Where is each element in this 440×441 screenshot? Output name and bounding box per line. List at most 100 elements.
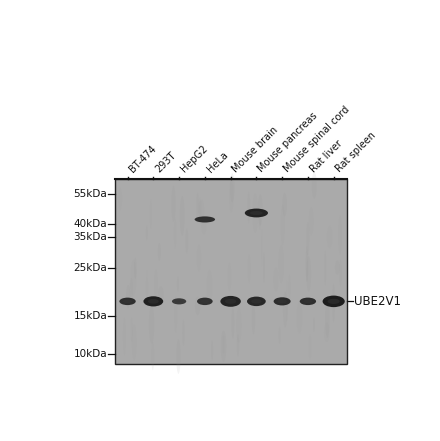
Text: Rat spleen: Rat spleen: [334, 131, 378, 175]
Text: Mouse pancreas: Mouse pancreas: [257, 111, 320, 175]
Ellipse shape: [172, 298, 186, 304]
Ellipse shape: [118, 187, 122, 210]
Ellipse shape: [230, 173, 235, 202]
Ellipse shape: [123, 317, 126, 355]
Ellipse shape: [197, 244, 201, 271]
Text: BT-474: BT-474: [128, 144, 158, 175]
Ellipse shape: [258, 194, 263, 225]
Text: HepG2: HepG2: [179, 144, 210, 175]
Ellipse shape: [323, 295, 345, 307]
Ellipse shape: [174, 296, 177, 333]
Ellipse shape: [278, 299, 287, 303]
Text: 10kDa: 10kDa: [73, 349, 107, 359]
Ellipse shape: [220, 296, 241, 307]
Ellipse shape: [304, 300, 312, 303]
Ellipse shape: [130, 278, 133, 303]
Ellipse shape: [132, 325, 137, 360]
Ellipse shape: [306, 256, 311, 292]
Ellipse shape: [221, 331, 226, 362]
Ellipse shape: [175, 300, 183, 303]
Ellipse shape: [325, 300, 330, 338]
Ellipse shape: [306, 246, 308, 282]
Text: 55kDa: 55kDa: [73, 189, 107, 199]
Ellipse shape: [324, 323, 330, 342]
Ellipse shape: [306, 222, 309, 255]
Ellipse shape: [198, 198, 202, 219]
Ellipse shape: [279, 327, 281, 344]
Ellipse shape: [158, 243, 161, 261]
Ellipse shape: [126, 285, 130, 308]
Ellipse shape: [158, 286, 164, 302]
Ellipse shape: [327, 299, 340, 304]
Ellipse shape: [252, 303, 255, 334]
Text: 15kDa: 15kDa: [73, 311, 107, 321]
Ellipse shape: [206, 269, 213, 304]
Ellipse shape: [247, 297, 266, 306]
Ellipse shape: [195, 297, 200, 315]
Ellipse shape: [148, 299, 159, 304]
Ellipse shape: [236, 308, 242, 343]
Ellipse shape: [273, 267, 279, 292]
Ellipse shape: [283, 292, 287, 327]
Ellipse shape: [177, 277, 179, 292]
Ellipse shape: [180, 196, 184, 235]
Ellipse shape: [332, 284, 335, 322]
Text: Rat liver: Rat liver: [308, 138, 344, 175]
Ellipse shape: [211, 340, 213, 360]
Ellipse shape: [282, 193, 287, 216]
Ellipse shape: [149, 306, 154, 344]
Ellipse shape: [182, 320, 185, 346]
Ellipse shape: [324, 251, 326, 285]
Ellipse shape: [237, 334, 239, 356]
Ellipse shape: [247, 191, 250, 223]
Ellipse shape: [309, 207, 314, 235]
Ellipse shape: [231, 308, 235, 339]
Ellipse shape: [123, 300, 132, 303]
Ellipse shape: [146, 226, 148, 240]
Text: 25kDa: 25kDa: [73, 263, 107, 273]
Ellipse shape: [274, 297, 291, 306]
Ellipse shape: [288, 274, 290, 301]
Ellipse shape: [197, 298, 213, 305]
Ellipse shape: [130, 260, 136, 296]
Text: UBE2V1: UBE2V1: [354, 295, 401, 308]
Text: HeLa: HeLa: [205, 150, 230, 175]
Ellipse shape: [227, 263, 231, 291]
Ellipse shape: [250, 211, 263, 215]
Text: Mouse brain: Mouse brain: [231, 125, 280, 175]
Ellipse shape: [339, 259, 342, 286]
Ellipse shape: [248, 254, 251, 283]
Ellipse shape: [143, 296, 163, 306]
Text: Mouse spinal cord: Mouse spinal cord: [282, 105, 352, 175]
Ellipse shape: [222, 335, 225, 354]
Ellipse shape: [171, 186, 176, 222]
Bar: [115, 179, 347, 364]
Ellipse shape: [174, 217, 176, 249]
Ellipse shape: [229, 179, 234, 213]
Ellipse shape: [199, 199, 204, 223]
Ellipse shape: [253, 194, 258, 233]
Ellipse shape: [199, 218, 210, 221]
Ellipse shape: [245, 209, 268, 217]
Ellipse shape: [134, 258, 136, 279]
Ellipse shape: [154, 269, 158, 301]
Ellipse shape: [150, 199, 152, 229]
Ellipse shape: [185, 228, 188, 254]
Text: 40kDa: 40kDa: [73, 219, 107, 229]
Ellipse shape: [338, 216, 342, 254]
Ellipse shape: [225, 299, 236, 304]
Ellipse shape: [281, 205, 285, 245]
Ellipse shape: [335, 260, 340, 275]
Ellipse shape: [313, 317, 315, 332]
Ellipse shape: [201, 300, 209, 303]
Ellipse shape: [251, 299, 261, 303]
Ellipse shape: [176, 339, 180, 374]
Ellipse shape: [300, 298, 316, 305]
Ellipse shape: [151, 342, 154, 370]
Text: 293T: 293T: [153, 150, 178, 175]
Ellipse shape: [263, 253, 265, 283]
Ellipse shape: [194, 217, 215, 223]
Ellipse shape: [312, 172, 317, 199]
Ellipse shape: [130, 318, 133, 342]
Ellipse shape: [196, 192, 199, 223]
